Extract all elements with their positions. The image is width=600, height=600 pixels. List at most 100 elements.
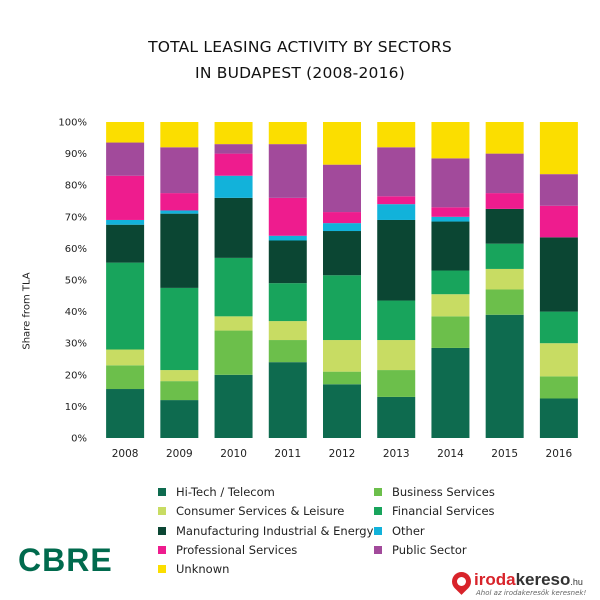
bar-segment [431,347,470,438]
bar-segment [214,257,253,317]
bar-segment [377,122,416,148]
bar-segment [377,219,416,301]
x-tick-label: 2010 [220,448,247,460]
x-tick-label: 2008 [112,448,139,460]
bar-segment [431,221,470,271]
bar-segment [106,122,145,143]
bar-segment [485,314,524,438]
legend-item: Hi-Tech / Telecom [158,485,275,499]
legend-label: Business Services [392,485,495,499]
x-tick-label: 2009 [166,448,193,460]
bar-segment [377,396,416,438]
wordmark-tld: .hu [570,577,583,587]
y-axis-label: Share from TLA [21,272,33,350]
x-tick-label: 2011 [274,448,301,460]
bar-segment [160,122,199,148]
bar-segment [268,340,307,363]
legend-item: Manufacturing Industrial & Energy [158,524,373,538]
bar-segment [485,268,524,290]
bar-segment [431,270,470,295]
bar-segment [539,376,578,399]
bar-segment [160,213,199,288]
legend-item: Other [374,524,425,538]
bar-segment [214,330,253,375]
y-tick-label: 90% [65,149,87,160]
bar-segment [377,300,416,341]
bar-segment [268,321,307,341]
bar-segment [539,174,578,206]
bar-segment [214,144,253,154]
legend-swatch [158,488,166,496]
bar-segment [431,316,470,348]
bar-segment [485,193,524,209]
bar-segment [485,153,524,194]
legend-item: Business Services [374,485,495,499]
bar-segment [539,311,578,344]
bar-segment [539,343,578,377]
bar-segment [539,205,578,238]
legend-label: Professional Services [176,542,298,557]
bar-segment [377,340,416,371]
bar-segment [268,283,307,322]
bar-segment [160,370,199,382]
bar-segment [160,381,199,401]
bar-segment [268,197,307,236]
legend-swatch [158,545,166,554]
bar-segment [106,389,145,438]
y-tick-label: 60% [65,244,87,255]
bar-segment [106,224,145,263]
bar-segment [377,370,416,397]
bar-segment [106,365,145,390]
cbre-logo: CBRE [18,542,113,578]
y-tick-label: 10% [65,402,87,413]
y-tick-label: 30% [65,339,87,350]
x-tick-label: 2014 [437,448,464,460]
bar-segment [160,193,199,211]
bar-segment [160,210,199,214]
bar-segment [323,231,361,276]
wordmark-part-1: iroda [474,570,516,589]
legend-swatch [158,526,166,535]
y-tick-label: 20% [65,370,87,381]
bar-segment [377,147,416,197]
bar-segment [160,400,199,438]
bar-segment [323,275,361,341]
bar-segment [106,175,145,220]
bar-segment [106,142,145,176]
legend-label: Unknown [176,562,230,577]
legend-item: Public Sector [374,543,467,557]
y-tick-label: 70% [65,212,87,223]
bar-segment [431,207,470,217]
bar-segment [268,240,307,284]
bar-segment [214,316,253,331]
bar-segment [214,197,253,258]
bar-segment [323,371,361,385]
chart-title-line1: TOTAL LEASING ACTIVITY BY SECTORS [148,38,452,56]
bar-segment [268,362,307,438]
bar-segment [539,398,578,438]
x-tick-label: 2012 [329,448,356,460]
bar-segment [539,237,578,312]
legend-item: Unknown [158,562,229,576]
x-tick-label: 2013 [383,448,410,460]
bar-segment [323,340,361,372]
legend-swatch [374,507,382,516]
y-tick-label: 40% [65,307,87,318]
y-tick-label: 0% [71,434,87,445]
bar-segment [323,212,361,224]
legend-item: Financial Services [374,504,495,518]
wordmark-part-2: kereso [515,570,571,589]
stacked-bar-chart: 0% 10% 20% 30% 40% 50% 60% 70% 80% 90% 100% 2008 200… [58,118,578,460]
legend-item: Professional Services [158,543,297,557]
bar-segment [323,122,361,165]
bar-segment [106,262,145,350]
bar-segment [377,196,416,205]
bar-segment [214,175,253,198]
bar-segment [431,122,470,159]
bar-segment [485,243,524,269]
chart-title-line2: IN BUDAPEST (2008-2016) [195,64,405,82]
bar-segment [323,164,361,213]
map-pin-icon [448,568,475,595]
bar-segment [268,235,307,241]
irodakereso-logo: irodakereso.hu Ahol az irodakeresők kere… [448,568,592,598]
